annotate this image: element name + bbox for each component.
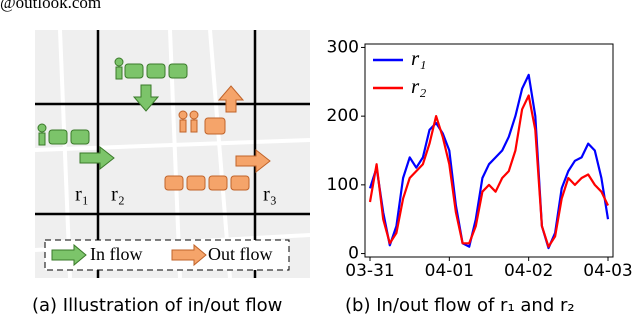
header-text: @outlook.com [0, 0, 101, 12]
x-tick-label: 03-31 [345, 261, 394, 281]
region-label: r₂ [111, 184, 125, 206]
in-flow-icons [37, 57, 188, 171]
caption: (b) In/out flow of r₁ and r₂ [345, 295, 575, 316]
x-tick-label: 04-03 [583, 261, 632, 281]
region-label: r₃ [263, 184, 277, 206]
y-tick-label: 200 [327, 106, 359, 126]
legend-label: r₂ [411, 74, 426, 98]
series-line [368, 73, 610, 250]
plot-frame [364, 43, 614, 258]
region-label: r₁ [75, 184, 89, 206]
legend-label: r₁ [411, 46, 426, 70]
y-tick-label: 100 [327, 175, 359, 195]
y-tick-label: 300 [327, 37, 359, 57]
x-tick-label: 04-01 [425, 261, 474, 281]
out-flow-icons [164, 85, 271, 191]
legend-label: In flow [90, 244, 143, 264]
series-line [368, 94, 609, 248]
in-flow-arrow [51, 243, 87, 267]
y-tick-label: 0 [348, 244, 359, 264]
legend-label: Out flow [208, 244, 273, 264]
x-tick-label: 04-02 [504, 261, 553, 281]
caption: (a) Illustration of in/out flow [32, 295, 282, 316]
out-flow-arrow [171, 243, 207, 267]
